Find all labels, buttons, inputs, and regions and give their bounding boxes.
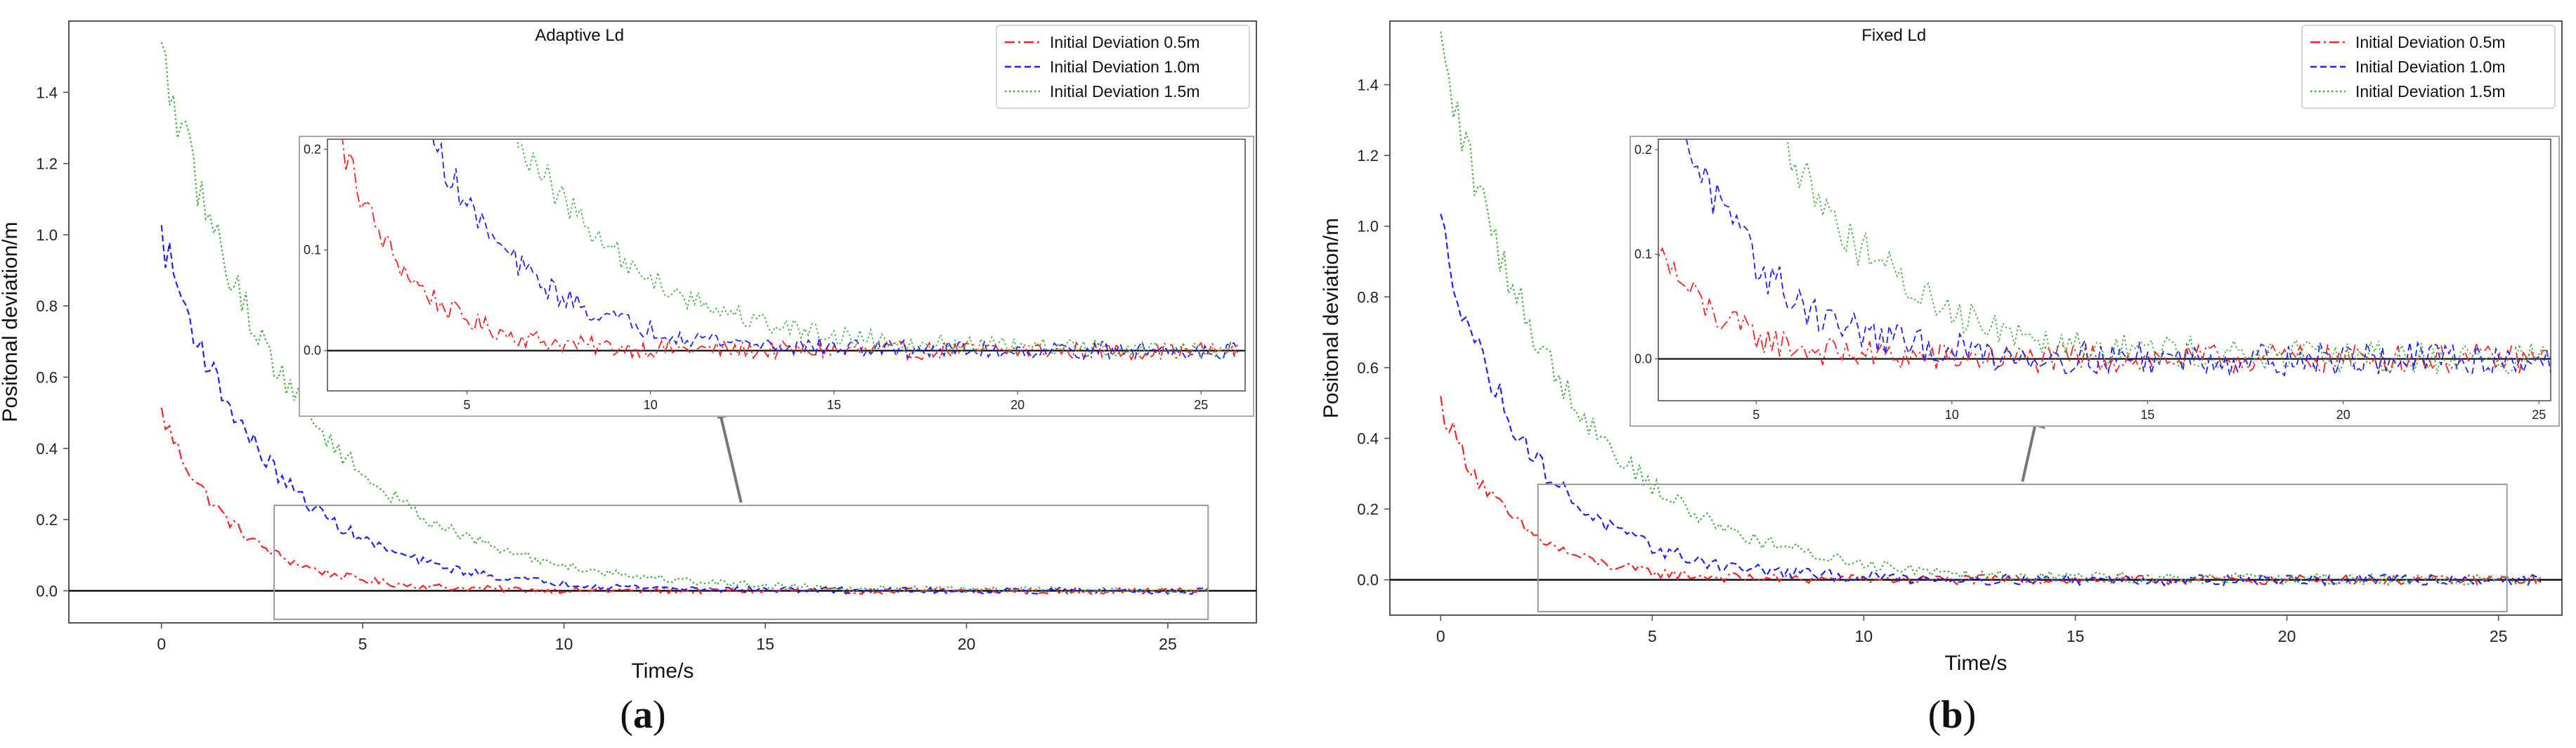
- y-tick-label: 1.2: [1357, 147, 1379, 165]
- axes-frame: [1389, 20, 2563, 616]
- chart-title: Fixed Ld: [1861, 26, 1926, 45]
- x-tick-label: 20: [958, 635, 976, 653]
- y-axis-label: Positonal deviation/m: [1320, 218, 1343, 418]
- legend-label-1: Initial Deviation 0.5m: [1050, 33, 1200, 51]
- panel-letter-text: a: [633, 693, 653, 737]
- y-tick-label: 1.4: [36, 84, 58, 101]
- series-group: [160, 42, 1209, 595]
- y-tick-label: 0.0: [36, 582, 58, 600]
- x-axis-label: Time/s: [1945, 652, 2008, 675]
- x-tick-label: 0: [1436, 627, 1445, 645]
- y-tick-label: 1.0: [1357, 218, 1379, 236]
- y-tick-label: 1.2: [36, 155, 58, 173]
- inset-x-tick-label: 20: [2336, 408, 2350, 422]
- y-tick-label: 1.0: [36, 226, 58, 244]
- x-tick-label: 0: [157, 635, 166, 653]
- legend-frame: [2301, 25, 2556, 109]
- inset-x-tick-label: 25: [1194, 398, 1208, 412]
- panel-a: 0 5 10 15 20 25 0.0 0.2 0.4 0.6 0.8 1.0 1.2 1.4 Time/s…: [0, 20, 1257, 737]
- y-tick-label: 0.6: [1357, 359, 1379, 377]
- x-tick-label: 5: [1648, 627, 1657, 645]
- x-tick-label: 15: [756, 635, 774, 653]
- y-tick-label: 1.4: [1357, 77, 1379, 94]
- inset-x-tick-label: 10: [1945, 408, 1959, 422]
- inset-y-tick-label: 0.1: [304, 243, 321, 257]
- y-tick-label: 0.8: [1357, 288, 1379, 306]
- inset-y-tick-label: 0.0: [304, 344, 321, 358]
- panel-letter-text: b: [1941, 693, 1963, 737]
- panel-letter-close-paren: ): [1963, 693, 1977, 737]
- inset-plot: 5 10 15 20 25 0.0 0.1 0.2: [1629, 136, 2560, 427]
- inset-x-tick-label: 5: [464, 398, 471, 412]
- inset-plot: 5 10 15 20 25 0.0 0.1 0.2: [299, 136, 1254, 417]
- chart-title: Adaptive Ld: [535, 26, 624, 45]
- inset-y-tick-label: 0.1: [1634, 247, 1652, 262]
- zoom-region: [1537, 483, 2508, 612]
- panel-letter-close-paren: ): [653, 693, 666, 737]
- series-line-1: [160, 407, 1209, 595]
- panel-letter: (b): [1928, 693, 1976, 737]
- inset-x-tick-label: 15: [827, 398, 841, 412]
- y-tick-label: 0.4: [36, 440, 58, 458]
- y-tick-label: 0.2: [1357, 501, 1379, 518]
- x-tick-label: 20: [2278, 627, 2296, 645]
- x-tick-label: 10: [555, 635, 573, 653]
- legend: Initial Deviation 0.5m Initial Deviation …: [996, 25, 1250, 109]
- panel-letter-open-paren: (: [1928, 693, 1941, 737]
- x-tick-label: 25: [2490, 627, 2508, 645]
- series-line-3: [1440, 31, 2542, 587]
- inset-series-group: [1658, 139, 2551, 377]
- inset-x-tick-label: 10: [644, 398, 658, 412]
- x-axis-label: Time/s: [632, 659, 694, 683]
- x-tick-label: 25: [1159, 635, 1177, 653]
- inset-series-line-3: [1786, 139, 2551, 375]
- x-tick-label: 5: [358, 635, 367, 653]
- legend-label-2: Initial Deviation 1.0m: [1050, 58, 1200, 76]
- legend-label-3: Initial Deviation 1.5m: [1050, 82, 1200, 101]
- y-tick-label: 0.2: [36, 511, 58, 529]
- x-tick-label: 10: [1855, 627, 1873, 645]
- series-line-3: [160, 42, 1209, 595]
- panel-letter-open-paren: (: [620, 693, 633, 737]
- legend-label-3: Initial Deviation 1.5m: [2355, 82, 2506, 101]
- series-line-2: [160, 225, 1209, 595]
- inset-x-tick-label: 20: [1010, 398, 1024, 412]
- inset-y-tick-label: 0.2: [1634, 143, 1652, 157]
- legend-frame: [996, 25, 1250, 109]
- inset-y-tick-label: 0.2: [304, 142, 321, 156]
- zoom-region: [273, 504, 1209, 620]
- panel-b: 0 5 10 15 20 25 0.0 0.2 0.4 0.6 0.8 1.0 1.2 1.4 Time/s…: [1320, 20, 2563, 737]
- y-tick-label: 0.0: [1357, 572, 1379, 589]
- inset-x-tick-label: 25: [2532, 408, 2546, 422]
- series-line-1: [1440, 396, 2542, 586]
- inset-axes-frame: [327, 138, 1246, 392]
- series-line-2: [1440, 213, 2542, 587]
- x-tick-label: 15: [2067, 627, 2085, 645]
- zoom-arrow: [716, 403, 743, 503]
- y-tick-label: 0.4: [1357, 430, 1379, 448]
- series-group: [1440, 31, 2542, 587]
- panel-letter: (a): [620, 693, 665, 737]
- legend-label-2: Initial Deviation 1.0m: [2355, 58, 2506, 76]
- inset-series-line-2: [432, 139, 1239, 362]
- inset-x-tick-label: 15: [2140, 408, 2154, 422]
- y-axis-label: Positonal deviation/m: [0, 221, 22, 422]
- inset-series-group: [341, 139, 1239, 362]
- legend-label-1: Initial Deviation 0.5m: [2355, 33, 2506, 51]
- inset-series-line-2: [1685, 139, 2551, 377]
- y-tick-label: 0.8: [36, 297, 58, 315]
- inset-y-tick-label: 0.0: [1634, 352, 1652, 366]
- legend: Initial Deviation 0.5m Initial Deviation …: [2301, 25, 2556, 109]
- inset-axes-frame: [1658, 138, 2551, 401]
- inset-x-tick-label: 5: [1752, 408, 1759, 422]
- axes-frame: [68, 20, 1257, 624]
- y-tick-label: 0.6: [36, 369, 58, 387]
